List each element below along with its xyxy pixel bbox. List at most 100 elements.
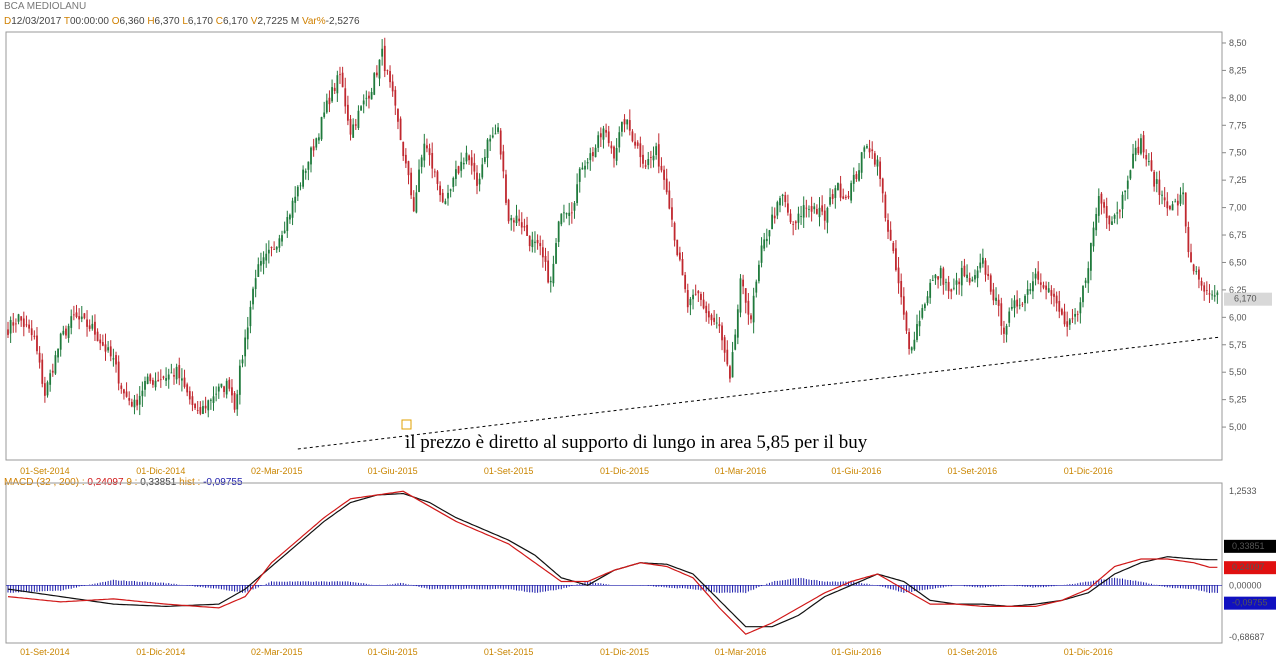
macd-value-tag-label: 0,24097 bbox=[1232, 562, 1265, 572]
candle-body bbox=[115, 355, 117, 365]
candle-body bbox=[584, 165, 586, 170]
candle-body bbox=[518, 218, 521, 222]
candle-body bbox=[468, 155, 470, 161]
candle-body bbox=[167, 374, 170, 380]
candle-body bbox=[217, 386, 220, 392]
candle-body bbox=[149, 374, 152, 382]
candle-body bbox=[1213, 295, 1216, 297]
candle-body bbox=[866, 146, 868, 148]
y-tick-label: 5,00 bbox=[1229, 422, 1247, 432]
candle-body bbox=[763, 239, 766, 249]
candle-body bbox=[1176, 200, 1179, 206]
candle-body bbox=[623, 119, 626, 125]
x-tick-label: 01-Set-2014 bbox=[20, 647, 70, 657]
candle-body bbox=[1150, 160, 1153, 171]
candle-body bbox=[96, 331, 99, 342]
candle-body bbox=[138, 395, 141, 405]
candle-body bbox=[159, 379, 162, 381]
candle-body bbox=[144, 381, 146, 390]
candle-body bbox=[557, 221, 560, 242]
candle-body bbox=[397, 108, 399, 122]
candle-body bbox=[607, 131, 610, 144]
candle-body bbox=[813, 206, 816, 210]
candle-body bbox=[57, 348, 59, 358]
x-tick-label: 01-Mar-2016 bbox=[715, 466, 767, 476]
candle-body bbox=[1124, 190, 1127, 193]
candle-body bbox=[1010, 306, 1013, 309]
price-panel-frame bbox=[5, 31, 1223, 461]
candle-body bbox=[257, 264, 260, 277]
candle-body bbox=[1118, 210, 1121, 212]
candle-body bbox=[54, 355, 57, 374]
candle-body bbox=[1205, 290, 1208, 291]
y-tick-label: 5,75 bbox=[1229, 340, 1247, 350]
candle-body bbox=[302, 169, 304, 187]
candle-body bbox=[560, 213, 563, 225]
candle-body bbox=[660, 165, 663, 171]
y-tick-label: 6,50 bbox=[1229, 257, 1247, 267]
candle-body bbox=[457, 166, 460, 174]
candle-body bbox=[892, 242, 895, 251]
candle-body bbox=[1005, 325, 1008, 335]
candle-body bbox=[718, 324, 721, 327]
candle-body bbox=[744, 288, 747, 303]
candle-body bbox=[1082, 285, 1084, 303]
candle-body bbox=[615, 148, 618, 161]
candle-body bbox=[491, 135, 494, 138]
candle-body bbox=[183, 377, 186, 387]
candle-body bbox=[610, 145, 613, 149]
candle-body bbox=[497, 127, 499, 132]
candle-body bbox=[1111, 221, 1113, 225]
candle-body bbox=[626, 119, 629, 125]
candle-body bbox=[771, 214, 773, 230]
candle-body bbox=[673, 222, 676, 241]
candle-body bbox=[33, 335, 36, 337]
candle-body bbox=[291, 200, 294, 218]
candle-body bbox=[1079, 302, 1082, 314]
candle-body bbox=[473, 162, 476, 172]
candle-body bbox=[307, 161, 310, 170]
candle-body bbox=[125, 391, 128, 397]
candle-body bbox=[1058, 300, 1061, 312]
candle-body bbox=[589, 153, 592, 161]
candle-body bbox=[981, 257, 984, 264]
candle-body bbox=[1008, 311, 1011, 323]
candle-body bbox=[668, 190, 671, 209]
macd-histogram bbox=[7, 577, 1218, 594]
candle-body bbox=[984, 260, 987, 275]
ohlc-key: L bbox=[182, 16, 188, 27]
candle-body bbox=[28, 324, 30, 329]
ohlc-value: 00:00:00 bbox=[70, 16, 112, 27]
x-tick-label: 01-Giu-2016 bbox=[831, 466, 881, 476]
candle-body bbox=[563, 212, 565, 214]
candle-body bbox=[931, 279, 934, 281]
candle-body bbox=[470, 157, 473, 166]
candle-body bbox=[1179, 194, 1182, 204]
candle-body bbox=[844, 196, 847, 198]
hist-value-tag bbox=[1224, 596, 1276, 610]
candle-body bbox=[38, 352, 41, 363]
y-tick-label: 6,25 bbox=[1229, 285, 1247, 295]
candle-body bbox=[310, 147, 312, 165]
candle-body bbox=[1087, 268, 1090, 284]
candle-body bbox=[267, 249, 270, 254]
candle-body bbox=[1184, 192, 1187, 227]
candle-body bbox=[7, 329, 9, 335]
candle-body bbox=[652, 155, 655, 161]
candle-body bbox=[191, 396, 194, 406]
candle-body bbox=[107, 347, 110, 351]
candle-body bbox=[362, 100, 365, 105]
candle-body bbox=[1145, 154, 1148, 160]
candle-body bbox=[281, 235, 283, 242]
candle-body bbox=[136, 399, 139, 406]
candle-body bbox=[1066, 321, 1069, 327]
candle-body bbox=[194, 404, 196, 409]
macd-y-tick-label: -0,68687 bbox=[1229, 632, 1265, 642]
candle-body bbox=[204, 405, 207, 409]
candle-body bbox=[215, 393, 218, 395]
candle-body bbox=[842, 196, 845, 199]
candle-body bbox=[779, 198, 781, 206]
candle-body bbox=[1013, 300, 1016, 309]
candle-body bbox=[539, 243, 542, 247]
candle-body bbox=[36, 335, 38, 352]
